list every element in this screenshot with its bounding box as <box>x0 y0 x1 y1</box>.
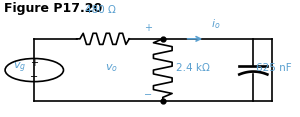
Text: 480 Ω: 480 Ω <box>85 5 116 15</box>
Text: +: + <box>144 23 152 33</box>
Text: $v_o$: $v_o$ <box>105 62 118 74</box>
Text: +: + <box>30 58 38 68</box>
Text: 625 nF: 625 nF <box>256 63 292 73</box>
Text: $v_g$: $v_g$ <box>13 61 26 75</box>
Text: −: − <box>30 72 38 82</box>
Text: 2.4 kΩ: 2.4 kΩ <box>176 63 210 73</box>
Text: $i_o$: $i_o$ <box>211 17 220 31</box>
Text: −: − <box>144 90 152 100</box>
Text: Figure P17.20: Figure P17.20 <box>4 2 102 15</box>
